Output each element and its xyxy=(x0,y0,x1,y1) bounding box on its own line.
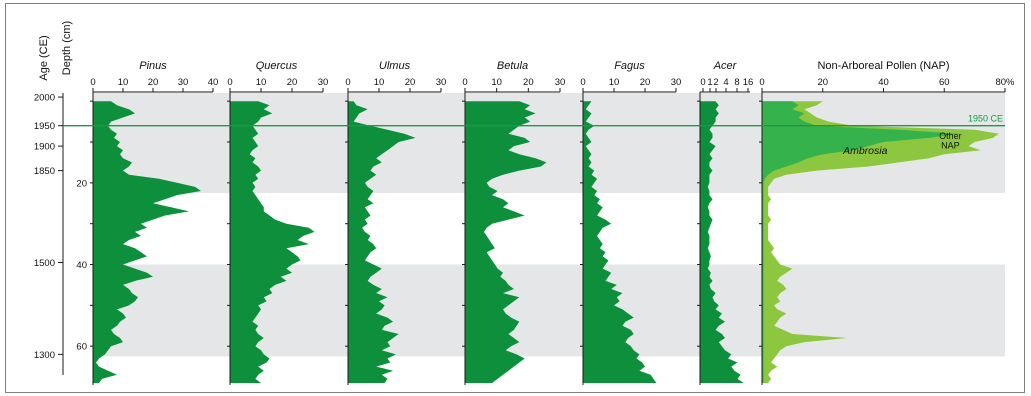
panel-tick-label-ulmus-0: 0 xyxy=(345,77,350,88)
panel-title-pinus: Pinus xyxy=(139,60,167,72)
panel-tick-label-pinus-1: 10 xyxy=(118,77,129,88)
panel-title-fagus: Fagus xyxy=(614,60,645,72)
panel-tick-label-non-arboreal-pollen-nap-4: 80% xyxy=(995,77,1015,88)
panel-tick-label-betula-0: 0 xyxy=(462,77,467,88)
panel-tick-label-pinus-3: 30 xyxy=(178,77,189,88)
age-tick-label-0: 2000 xyxy=(34,93,55,104)
panel-title-non-arboreal-pollen-nap: Non-Arboreal Pollen (NAP) xyxy=(817,60,949,72)
reference-line-label: 1950 CE xyxy=(968,114,1003,124)
age-tick-label-5: 1300 xyxy=(34,350,55,361)
panel-tick-label-fagus-1: 10 xyxy=(609,77,620,88)
panel-tick-label-acer-5: 16 xyxy=(743,77,754,88)
panel-tick-label-betula-2: 20 xyxy=(523,77,534,88)
panel-tick-label-pinus-0: 0 xyxy=(90,77,95,88)
panel-tick-label-non-arboreal-pollen-nap-2: 40 xyxy=(878,77,889,88)
panel-tick-label-fagus-3: 30 xyxy=(671,77,682,88)
ambrosia-label: Ambrosia xyxy=(842,145,888,157)
area-ulmus xyxy=(348,101,416,383)
panel-tick-label-acer-3: 4 xyxy=(723,77,728,88)
panel-tick-label-quercus-2: 20 xyxy=(287,77,298,88)
age-tick-label-4: 1500 xyxy=(34,258,55,269)
depth-tick-label-0: 20 xyxy=(76,178,87,189)
panel-tick-label-ulmus-3: 30 xyxy=(436,77,447,88)
panel-tick-label-ulmus-1: 10 xyxy=(374,77,385,88)
panel-tick-label-quercus-3: 30 xyxy=(318,77,329,88)
area-fagus xyxy=(583,101,657,383)
panel-tick-label-acer-0: 0 xyxy=(700,77,705,88)
panel-tick-label-betula-3: 30 xyxy=(555,77,566,88)
area-betula xyxy=(465,101,547,383)
panel-title-betula: Betula xyxy=(497,60,528,72)
panel-tick-label-acer-2: 2 xyxy=(713,77,718,88)
panel-tick-label-fagus-2: 20 xyxy=(640,77,651,88)
panel-tick-label-quercus-0: 0 xyxy=(227,77,232,88)
panel-tick-label-betula-1: 10 xyxy=(491,77,502,88)
panel-tick-label-pinus-2: 20 xyxy=(148,77,159,88)
panel-tick-label-ulmus-2: 20 xyxy=(405,77,416,88)
panel-title-acer: Acer xyxy=(713,60,738,72)
panel-tick-label-pinus-4: 40 xyxy=(208,77,219,88)
panel-title-ulmus: Ulmus xyxy=(379,60,411,72)
depth-axis-title: Depth (cm) xyxy=(61,21,73,75)
area-pinus xyxy=(93,101,201,383)
other-nap-label-line2: NAP xyxy=(941,140,960,150)
panel-tick-label-non-arboreal-pollen-nap-1: 20 xyxy=(817,77,828,88)
age-axis-title: Age (CE) xyxy=(38,35,50,80)
other-nap-label-line1: Other xyxy=(939,131,962,141)
panel-tick-label-non-arboreal-pollen-nap-3: 60 xyxy=(939,77,950,88)
age-tick-label-2: 1900 xyxy=(34,142,55,153)
panel-tick-label-non-arboreal-pollen-nap-0: 0 xyxy=(759,77,764,88)
depth-tick-label-2: 60 xyxy=(76,342,87,353)
nap-ambrosia-area xyxy=(762,101,960,383)
panel-tick-label-fagus-0: 0 xyxy=(580,77,585,88)
depth-tick-label-1: 40 xyxy=(76,260,87,271)
area-acer xyxy=(700,101,744,383)
age-tick-label-3: 1850 xyxy=(34,166,55,177)
age-tick-label-1: 1950 xyxy=(34,121,55,132)
area-quercus xyxy=(230,101,315,383)
panel-title-quercus: Quercus xyxy=(256,60,298,72)
panel-tick-label-acer-4: 8 xyxy=(734,77,739,88)
panel-tick-label-acer-1: 1 xyxy=(707,77,712,88)
panel-tick-label-quercus-1: 10 xyxy=(256,77,267,88)
